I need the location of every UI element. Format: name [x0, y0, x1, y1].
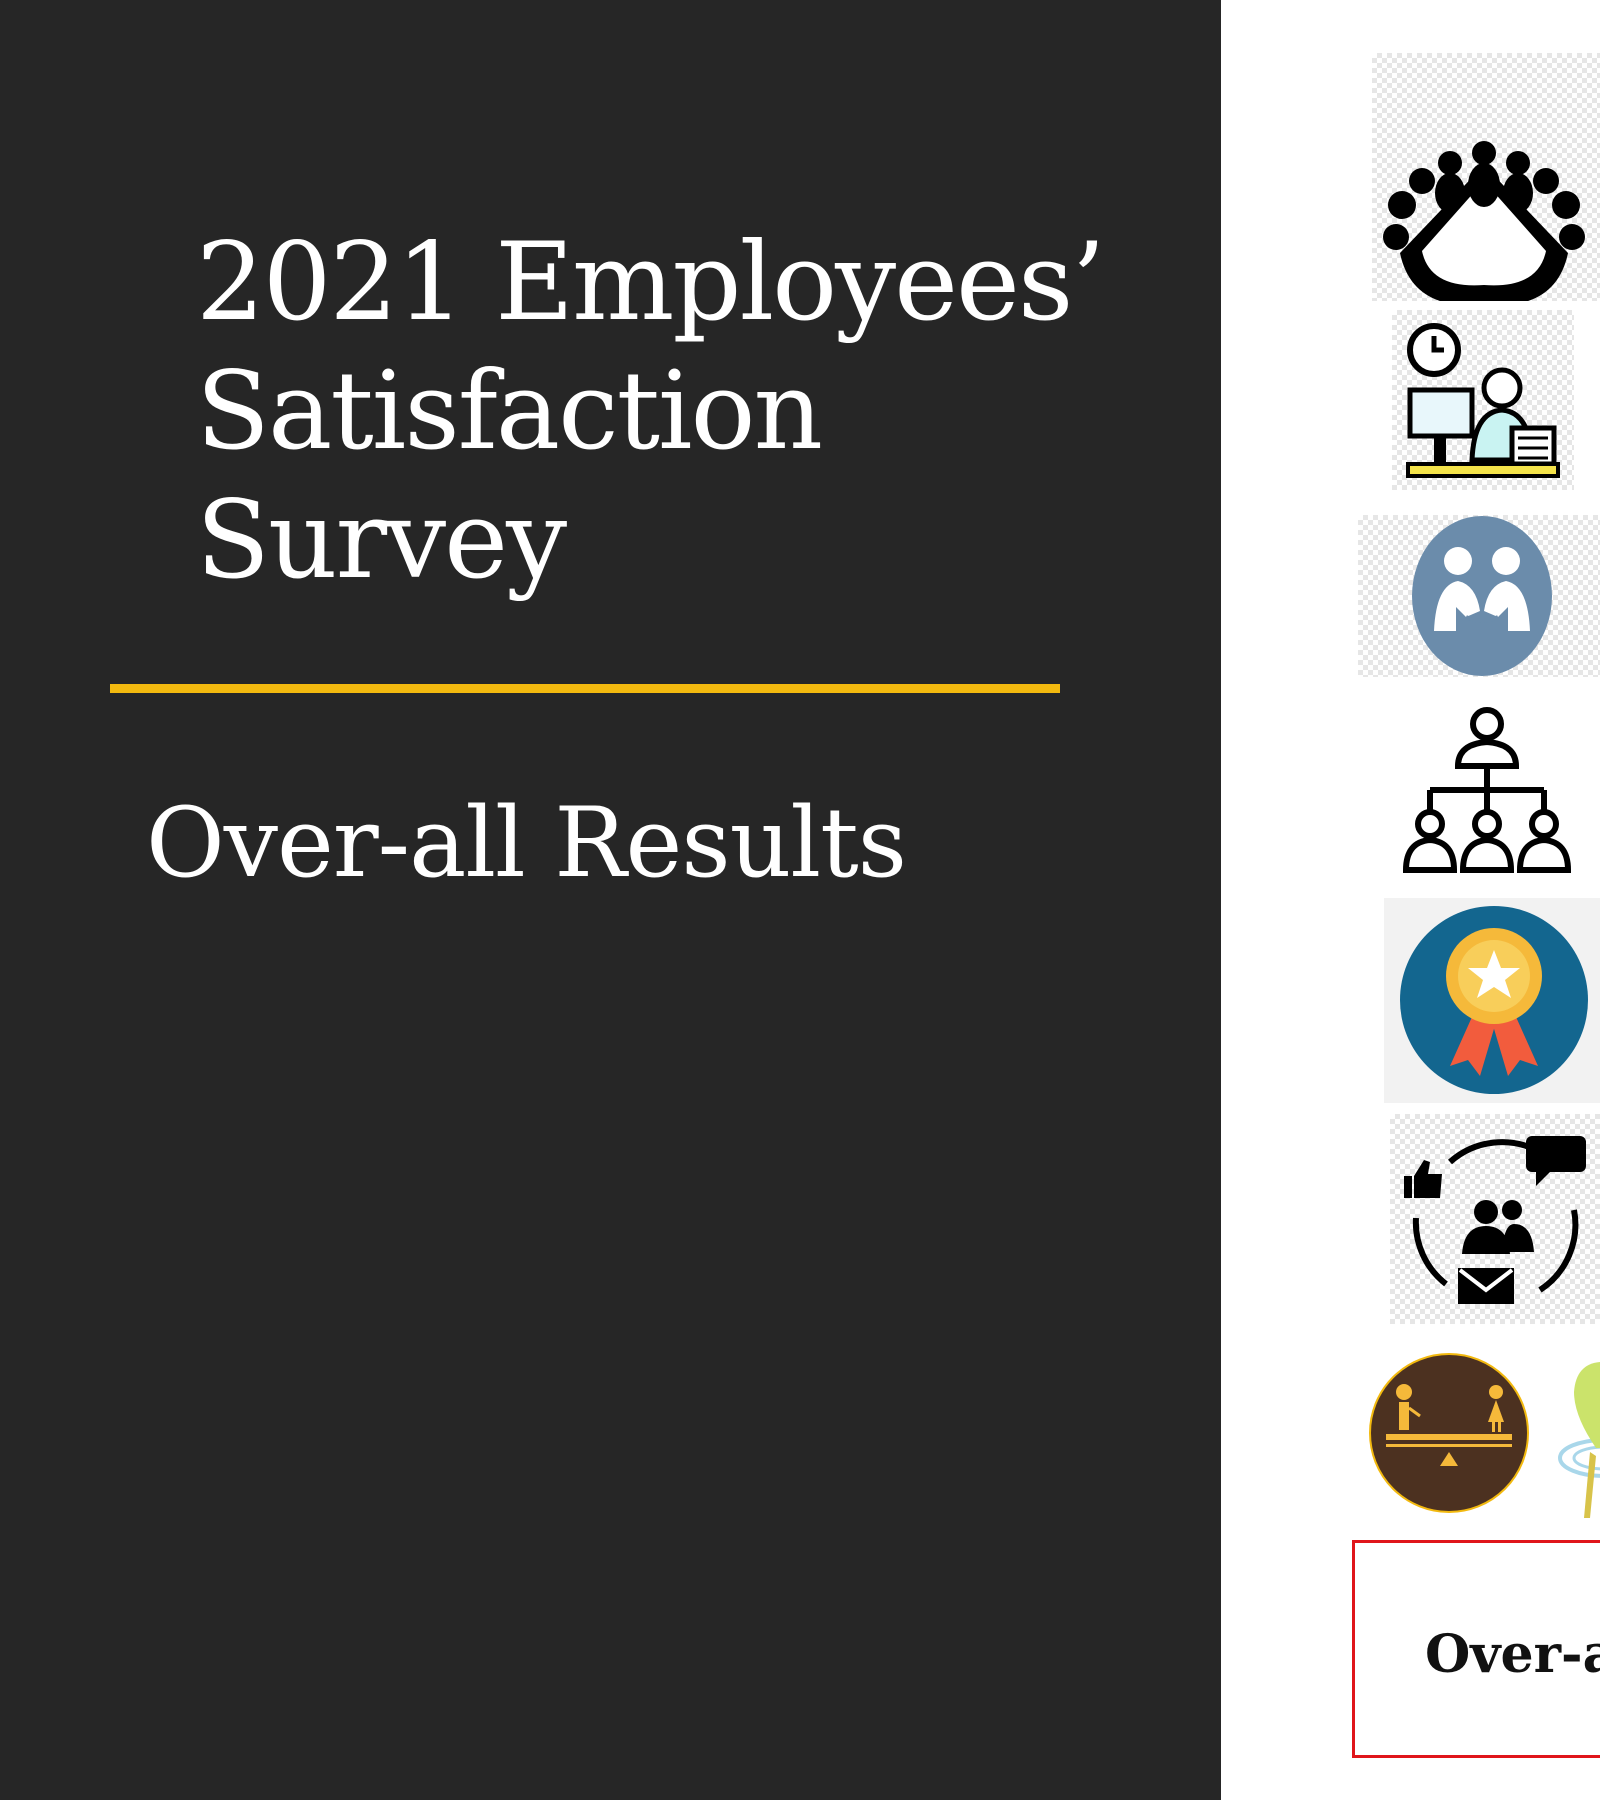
title-panel: 2021 Employees’ Satisfaction Survey Over…	[0, 0, 1221, 1800]
feedback-cycle-icon	[1390, 1114, 1600, 1324]
meeting-table-icon	[1372, 53, 1600, 301]
accent-divider	[110, 684, 1060, 693]
over-all-result-box: Over-a	[1352, 1540, 1600, 1758]
slide-title: 2021 Employees’ Satisfaction Survey	[196, 218, 1106, 605]
slide-subtitle: Over-all Results	[146, 787, 907, 899]
result-box-label: Over-a	[1425, 1624, 1600, 1685]
title-line-3: Survey	[196, 478, 567, 603]
location-pin-icon	[1556, 1352, 1600, 1522]
award-ribbon-icon	[1384, 898, 1600, 1103]
org-chart-icon	[1392, 702, 1582, 882]
title-line-1: 2021 Employees’	[196, 220, 1106, 345]
title-line-2: Satisfaction	[196, 349, 823, 474]
office-worker-clock-icon	[1392, 310, 1574, 490]
work-life-balance-icon	[1368, 1352, 1530, 1514]
handshake-icon	[1358, 515, 1600, 677]
